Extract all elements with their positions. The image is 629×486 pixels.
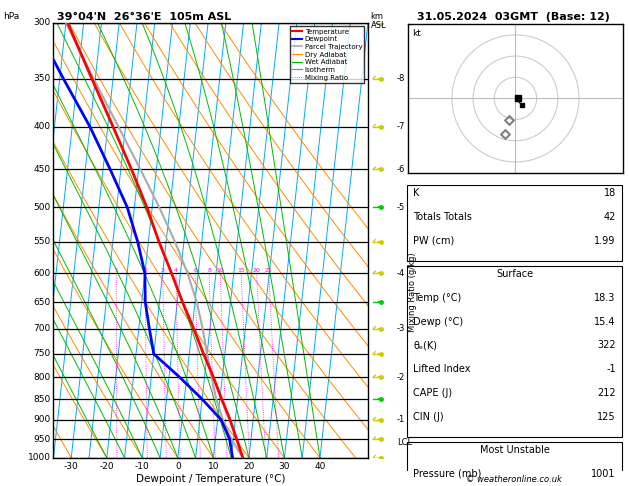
Text: 550: 550 (34, 237, 51, 246)
Text: 600: 600 (34, 269, 51, 278)
Text: 650: 650 (34, 298, 51, 307)
Text: -1: -1 (606, 364, 616, 374)
Text: 322: 322 (597, 340, 616, 350)
Text: -2: -2 (397, 373, 405, 382)
Text: Temp (°C): Temp (°C) (413, 293, 462, 303)
Text: Totals Totals: Totals Totals (413, 212, 472, 222)
Text: 0: 0 (175, 462, 181, 471)
Text: -5: -5 (397, 203, 405, 212)
Text: CAPE (J): CAPE (J) (413, 388, 452, 398)
Text: Surface: Surface (496, 269, 533, 279)
Text: Pressure (mb): Pressure (mb) (413, 469, 482, 479)
Text: 125: 125 (597, 412, 616, 422)
Text: -6: -6 (397, 165, 405, 174)
Text: Lifted Index: Lifted Index (413, 364, 470, 374)
Text: 25: 25 (265, 268, 273, 273)
Text: -30: -30 (64, 462, 79, 471)
Text: -8: -8 (397, 74, 405, 83)
Text: 15: 15 (237, 268, 245, 273)
Text: K: K (413, 188, 420, 198)
Text: kt: kt (412, 29, 421, 38)
Text: -3: -3 (397, 325, 405, 333)
Text: 900: 900 (34, 415, 51, 424)
Text: 30: 30 (279, 462, 290, 471)
Text: 300: 300 (34, 18, 51, 27)
Text: 18: 18 (604, 188, 616, 198)
Text: -20: -20 (99, 462, 114, 471)
Text: 350: 350 (34, 74, 51, 83)
Text: 1.99: 1.99 (594, 236, 616, 246)
Text: Most Unstable: Most Unstable (479, 445, 550, 455)
Text: -4: -4 (397, 269, 405, 278)
Text: 15.4: 15.4 (594, 316, 616, 327)
Text: -10: -10 (135, 462, 150, 471)
Text: 20: 20 (243, 462, 255, 471)
Legend: Temperature, Dewpoint, Parcel Trajectory, Dry Adiabat, Wet Adiabat, Isotherm, Mi: Temperature, Dewpoint, Parcel Trajectory… (289, 26, 364, 83)
Text: 18.3: 18.3 (594, 293, 616, 303)
Text: -7: -7 (397, 122, 405, 131)
Text: 39°04'N  26°36'E  105m ASL: 39°04'N 26°36'E 105m ASL (57, 12, 231, 22)
Text: -1: -1 (397, 415, 405, 424)
Text: 1000: 1000 (28, 453, 51, 462)
Text: 212: 212 (597, 388, 616, 398)
Text: 6: 6 (193, 268, 197, 273)
Text: 40: 40 (314, 462, 326, 471)
Text: Dewp (°C): Dewp (°C) (413, 316, 464, 327)
Text: 3: 3 (161, 268, 165, 273)
Text: Mixing Ratio (g/kg): Mixing Ratio (g/kg) (408, 253, 417, 332)
Text: 500: 500 (34, 203, 51, 212)
Text: 8: 8 (207, 268, 211, 273)
Text: θₑ(K): θₑ(K) (413, 340, 437, 350)
Text: © weatheronline.co.uk: © weatheronline.co.uk (466, 474, 562, 484)
Text: PW (cm): PW (cm) (413, 236, 455, 246)
Text: 4: 4 (174, 268, 178, 273)
Text: 750: 750 (34, 349, 51, 358)
Text: 950: 950 (34, 435, 51, 444)
Text: 10: 10 (216, 268, 224, 273)
Text: 850: 850 (34, 395, 51, 403)
Text: 400: 400 (34, 122, 51, 131)
Text: 31.05.2024  03GMT  (Base: 12): 31.05.2024 03GMT (Base: 12) (418, 12, 610, 22)
Text: Dewpoint / Temperature (°C): Dewpoint / Temperature (°C) (136, 473, 286, 484)
Text: 450: 450 (34, 165, 51, 174)
Text: 2: 2 (143, 268, 147, 273)
Text: hPa: hPa (3, 12, 19, 21)
Text: LCL: LCL (397, 438, 412, 447)
Text: km
ASL: km ASL (370, 12, 386, 30)
Text: 20: 20 (253, 268, 260, 273)
Text: 800: 800 (34, 373, 51, 382)
Text: 10: 10 (208, 462, 219, 471)
Text: 42: 42 (603, 212, 616, 222)
Text: CIN (J): CIN (J) (413, 412, 444, 422)
Text: 700: 700 (34, 325, 51, 333)
Text: 1: 1 (114, 268, 118, 273)
Text: 1001: 1001 (591, 469, 616, 479)
